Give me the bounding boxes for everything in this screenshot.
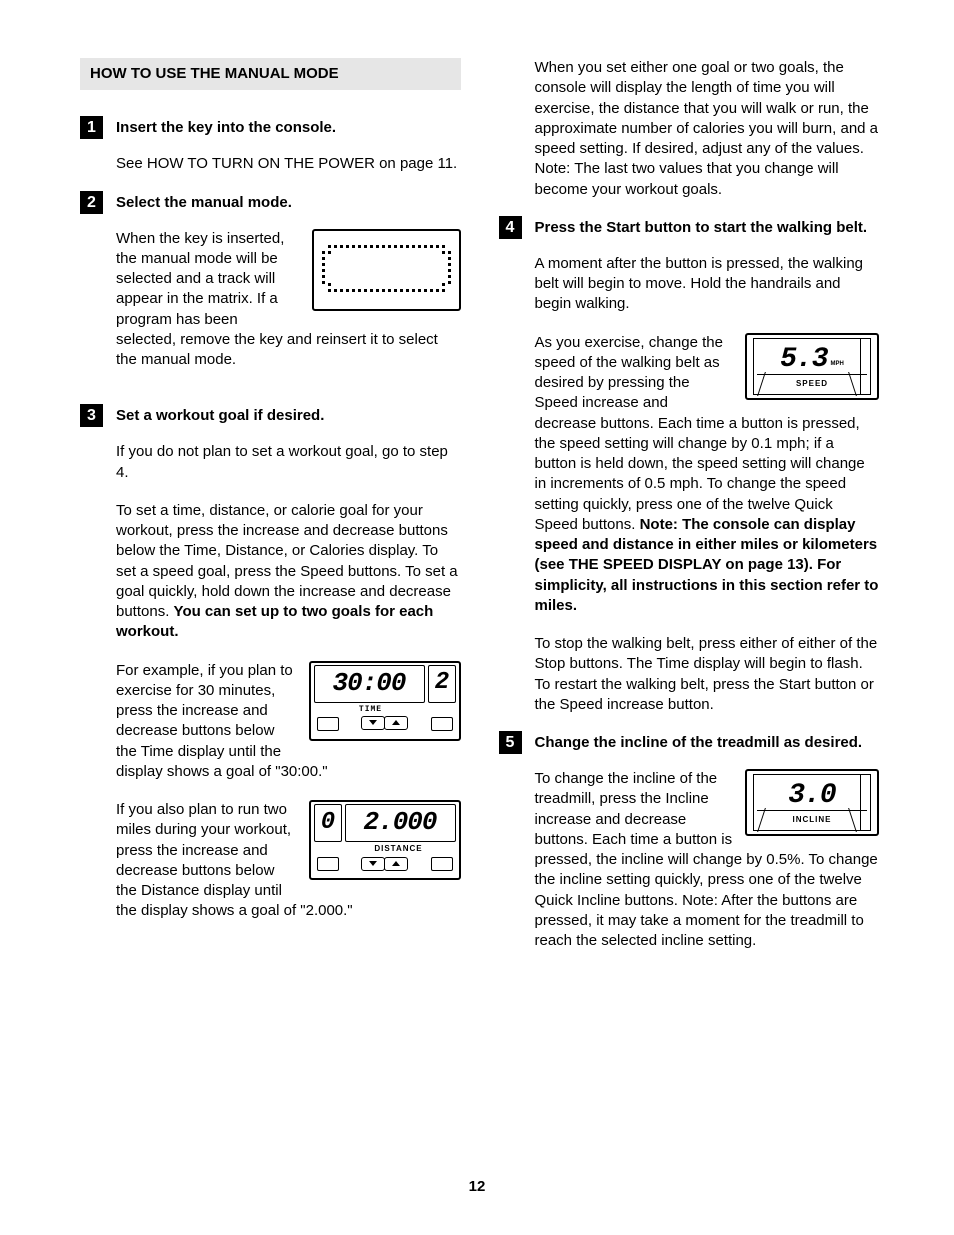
dist-increase-icon (384, 857, 408, 871)
step-5-p1a: To change the incline of the treadmill, … (535, 770, 767, 868)
time-small-box-left (317, 717, 339, 731)
page-number: 12 (0, 1177, 954, 1197)
dist-small-box-right (431, 857, 453, 871)
step-2-title: Select the manual mode. (116, 194, 292, 211)
manual-page: HOW TO USE THE MANUAL MODE 1 Insert the … (0, 0, 954, 1235)
left-column: HOW TO USE THE MANUAL MODE 1 Insert the … (80, 58, 461, 987)
step-3-badge: 3 (80, 404, 103, 427)
step-1-p1: See HOW TO TURN ON THE POWER on page 11. (116, 154, 461, 174)
step-5-title: Change the incline of the treadmill as d… (535, 734, 863, 751)
step-2-p1a: When the key is inserted, the manual mod… (116, 230, 284, 328)
step-4-badge: 4 (499, 216, 522, 239)
time-display: 30:00 2 TIME (309, 661, 461, 741)
step-4-p3: To stop the walking belt, press either o… (535, 634, 880, 715)
step-1-badge: 1 (80, 116, 103, 139)
step-4-title: Press the Start button to start the walk… (535, 219, 868, 236)
dist-small-box-left (317, 857, 339, 871)
time-value: 30:00 (332, 666, 405, 701)
step-3-p2: To set a time, distance, or calorie goal… (116, 501, 461, 643)
right-intro: When you set either one goal or two goal… (499, 58, 880, 200)
step-3-p1: If you do not plan to set a workout goal… (116, 442, 461, 483)
time-segment: 2 (435, 667, 448, 699)
right-column: When you set either one goal or two goal… (499, 58, 880, 987)
step-2-badge: 2 (80, 191, 103, 214)
step-4-p1: A moment after the button is pressed, th… (535, 254, 880, 315)
time-small-box-right (431, 717, 453, 731)
step-4: 4 Press the Start button to start the wa… (535, 218, 880, 715)
step-5: 5 Change the incline of the treadmill as… (535, 733, 880, 969)
section-title: HOW TO USE THE MANUAL MODE (80, 58, 461, 90)
step-5-badge: 5 (499, 731, 522, 754)
distance-display: 0 2.000 DISTANCE (309, 800, 461, 880)
distance-left: 0 (321, 807, 334, 839)
speed-display: 5.3 MPH SPEED (745, 333, 879, 400)
dist-decrease-icon (361, 857, 385, 871)
step-1: 1 Insert the key into the console. See H… (116, 118, 461, 174)
time-decrease-icon (361, 716, 385, 730)
step-2-p1b: selected, remove the key and reinsert it… (116, 331, 438, 368)
step-2: 2 Select the manual mode. (116, 193, 461, 389)
step-3: 3 Set a workout goal if desired. If you … (116, 406, 461, 939)
time-increase-icon (384, 716, 408, 730)
step-3-title: Set a workout goal if desired. (116, 407, 324, 424)
step-1-title: Insert the key into the console. (116, 119, 336, 136)
incline-display: 3.0 INCLINE (745, 769, 879, 836)
matrix-display (312, 229, 461, 311)
distance-value: 2.000 (363, 805, 436, 840)
two-column-layout: HOW TO USE THE MANUAL MODE 1 Insert the … (80, 58, 879, 987)
